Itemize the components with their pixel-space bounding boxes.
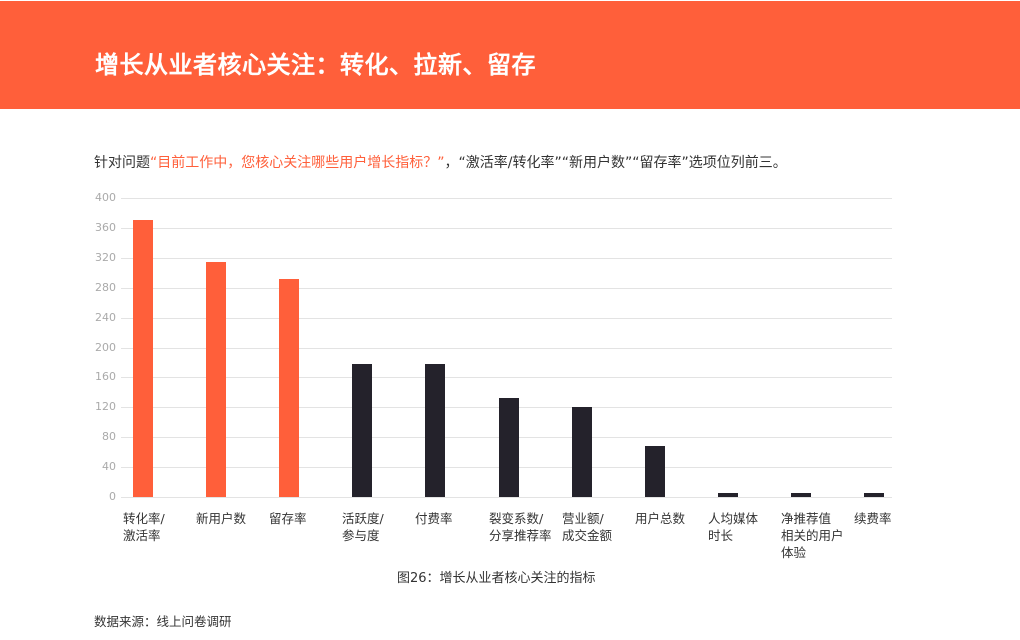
bar (279, 279, 299, 497)
y-tick-label: 320 (95, 251, 116, 264)
bar (206, 262, 226, 497)
description-suffix: ，“激活率/转化率”“新用户数”“留存率”选项位列前三。 (444, 155, 787, 171)
y-tick-label: 280 (95, 281, 116, 294)
gridline (121, 348, 892, 349)
y-tick-label: 0 (109, 490, 116, 503)
y-tick-label: 200 (95, 341, 116, 354)
bar (864, 493, 884, 497)
bar (718, 493, 738, 497)
y-tick-label: 160 (95, 370, 116, 383)
x-tick-label: 转化率/ 激活率 (123, 511, 165, 543)
bar (791, 493, 811, 497)
chart-caption: 图26：增长从业者核心关注的指标 (397, 571, 596, 586)
x-tick-label: 用户总数 (635, 511, 686, 526)
x-tick-label: 活跃度/ 参与度 (342, 511, 384, 543)
x-tick-label: 营业额/ 成交金额 (562, 511, 613, 543)
header-banner: 增长从业者核心关注：转化、拉新、留存 (0, 1, 1020, 109)
gridline (121, 198, 892, 199)
x-tick-label: 净推荐值 相关的用户 体验 (781, 511, 844, 560)
y-tick-label: 80 (102, 430, 116, 443)
bar (572, 407, 592, 497)
description-question: “目前工作中，您核心关注哪些用户增长指标？” (150, 155, 445, 171)
x-tick-label: 人均媒体 时长 (708, 511, 759, 543)
bar (645, 446, 665, 497)
y-tick-label: 120 (95, 400, 116, 413)
page-title: 增长从业者核心关注：转化、拉新、留存 (95, 51, 536, 79)
gridline (121, 497, 892, 498)
chart-description: 针对问题“目前工作中，您核心关注哪些用户增长指标？”，“激活率/转化率”“新用户… (94, 152, 787, 172)
description-prefix: 针对问题 (94, 155, 150, 171)
x-tick-label: 留存率 (269, 511, 307, 526)
x-tick-label: 付费率 (415, 511, 453, 526)
y-tick-label: 240 (95, 311, 116, 324)
bar (425, 364, 445, 497)
y-tick-label: 40 (102, 460, 116, 473)
y-tick-label: 360 (95, 221, 116, 234)
gridline (121, 258, 892, 259)
gridline (121, 377, 892, 378)
gridline (121, 318, 892, 319)
bar (499, 398, 519, 497)
x-tick-label: 续费率 (854, 511, 892, 526)
y-tick-label: 400 (95, 191, 116, 204)
data-source: 数据来源：线上问卷调研 (94, 614, 232, 629)
x-tick-label: 裂变系数/ 分享推荐率 (489, 511, 552, 543)
bar (133, 220, 153, 497)
gridline (121, 288, 892, 289)
bar (352, 364, 372, 497)
gridline (121, 228, 892, 229)
x-tick-label: 新用户数 (196, 511, 247, 526)
